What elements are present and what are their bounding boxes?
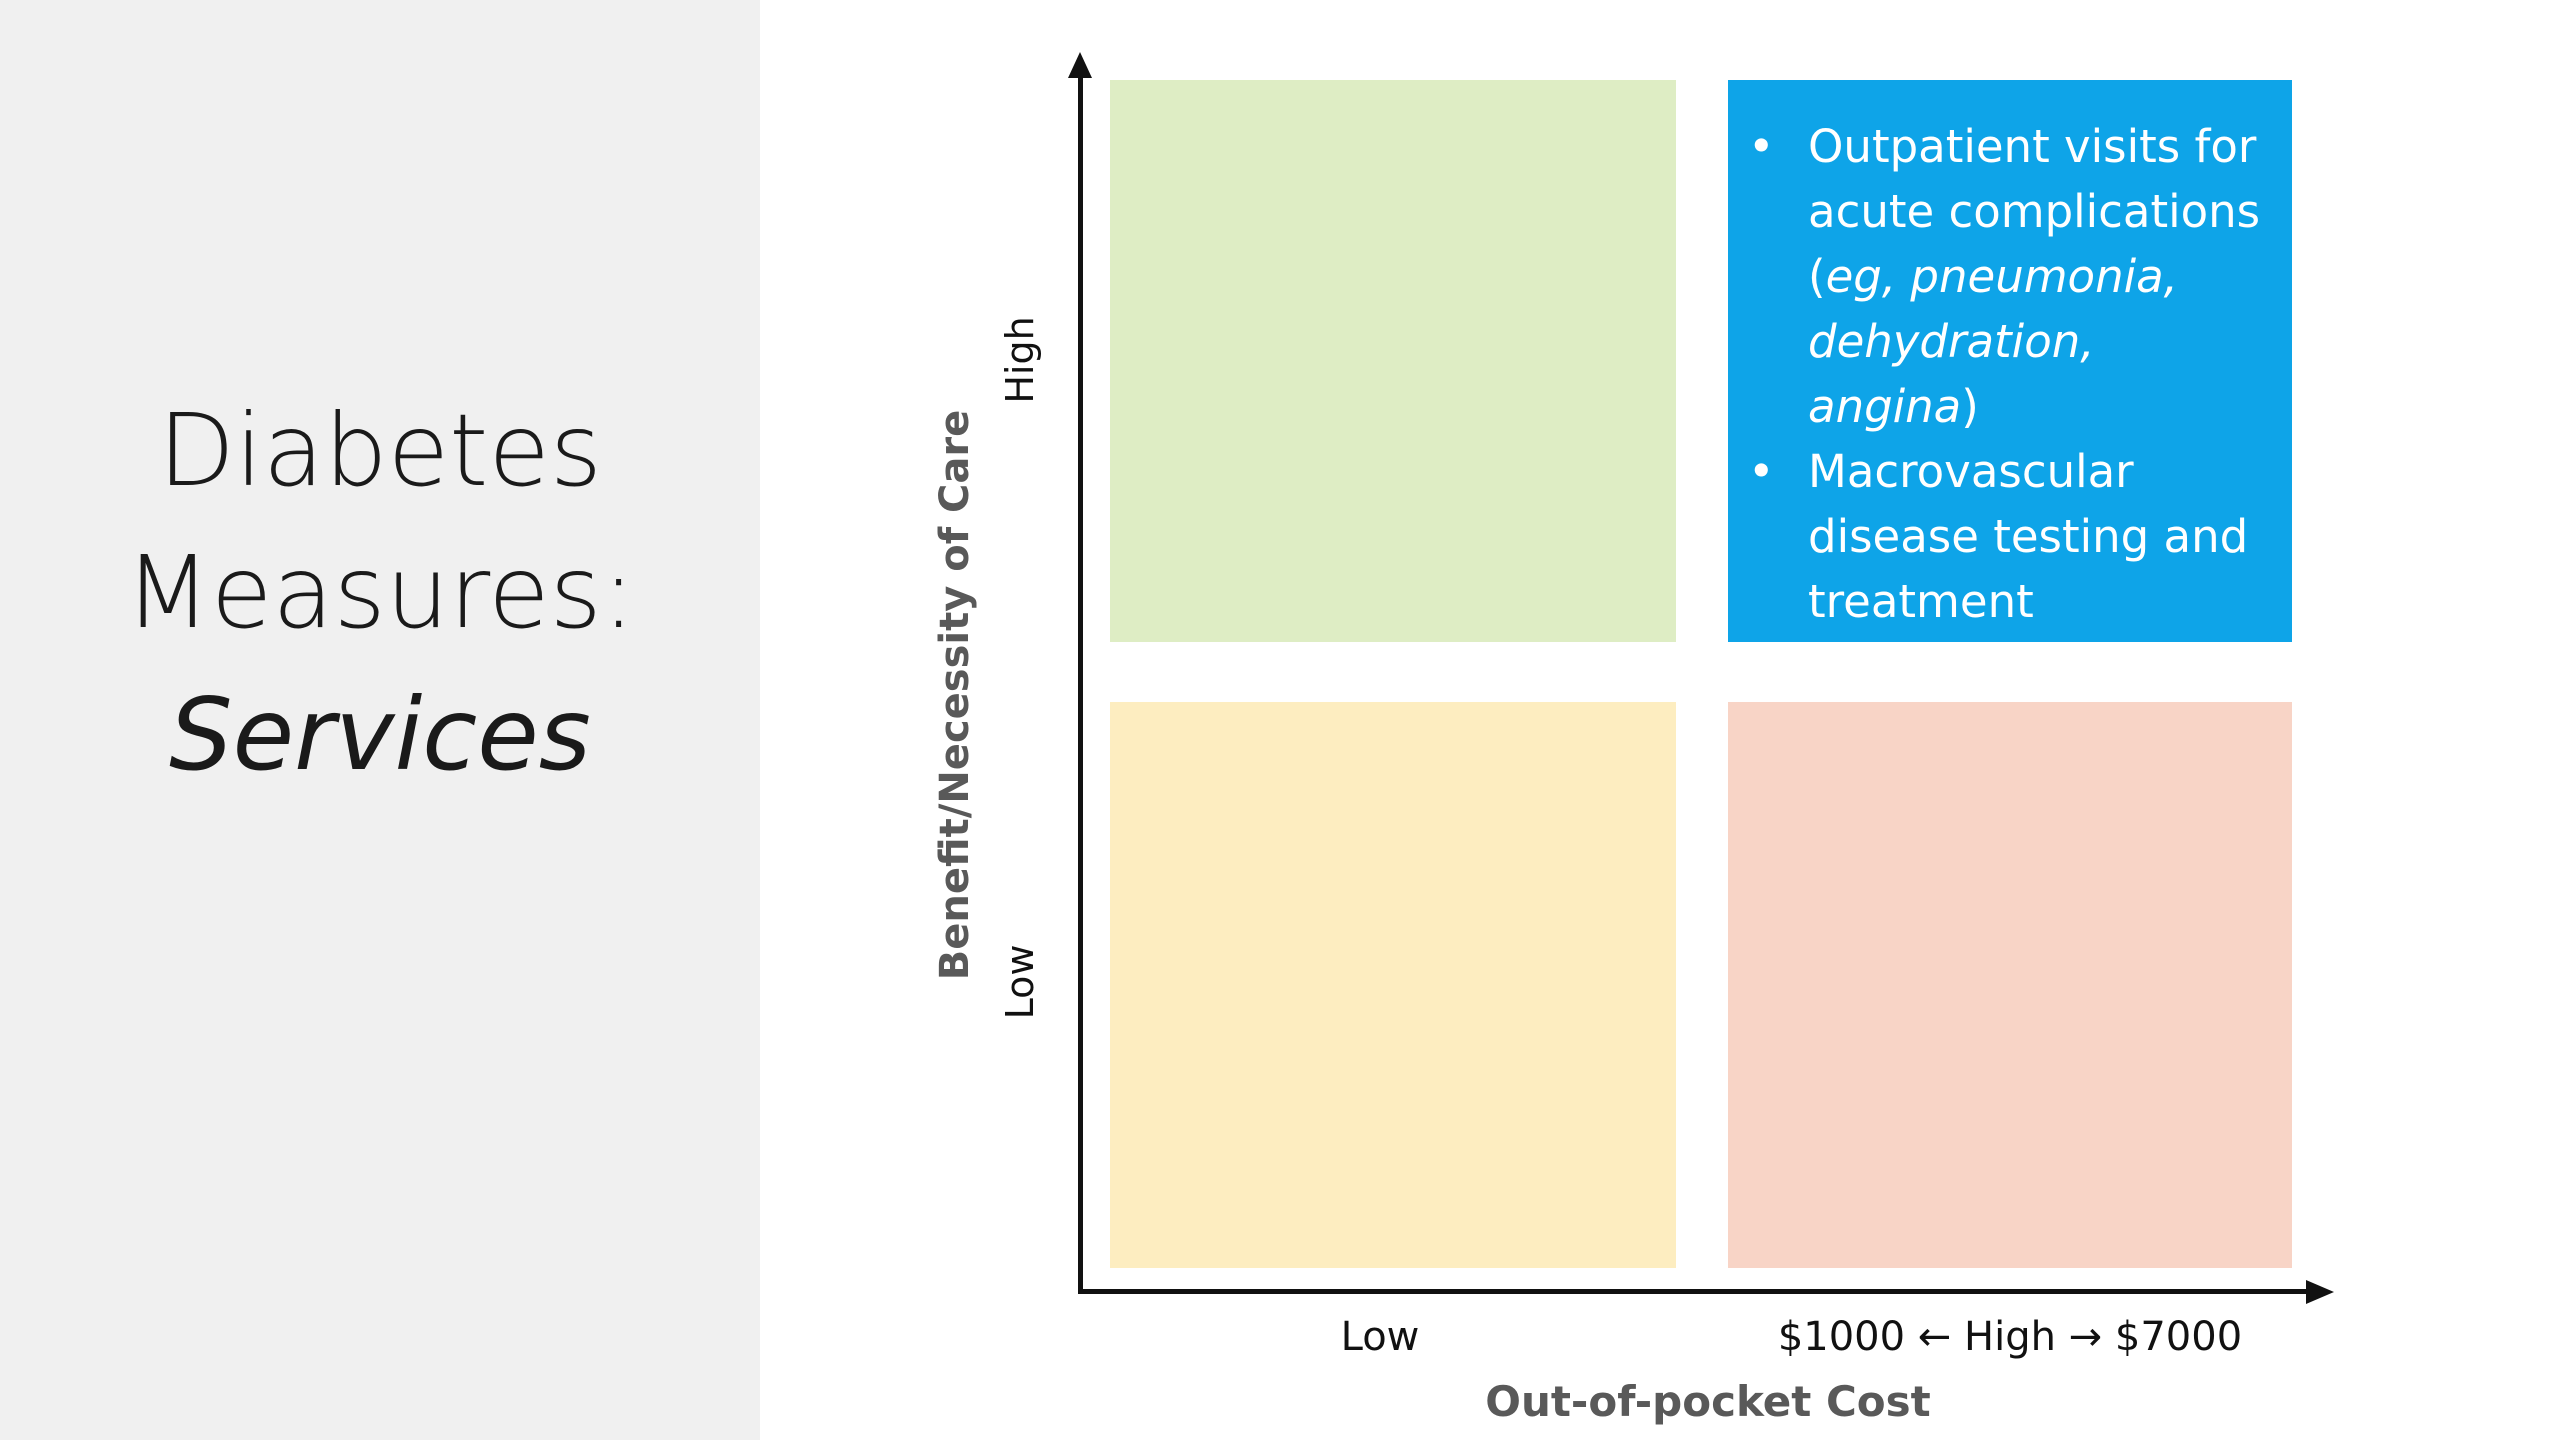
list-item: • Outpatient visits for acute complicati… — [1728, 114, 2262, 439]
quadrant-high-benefit-low-cost — [1110, 80, 1676, 642]
item-text: Macrovascular disease testing and treatm… — [1808, 445, 2249, 628]
y-tick-low: Low — [998, 944, 1042, 1020]
title-line-1: Diabetes — [158, 392, 602, 509]
title-line-3: Services — [169, 676, 591, 793]
item-text-italic: eg, pneumonia, dehydration, angina — [1808, 250, 2178, 433]
x-tick-high: $1000 ← High → $7000 — [1777, 1314, 2243, 1360]
title-line-2: Measures: — [124, 534, 636, 651]
list-item: • Macrovascular disease testing and trea… — [1728, 439, 2262, 634]
bullet-icon: • — [1748, 120, 1775, 173]
quadrant-high-benefit-high-cost: • Outpatient visits for acute complicati… — [1728, 80, 2292, 642]
item-text-part: Outpatient visits for acute complication… — [1808, 120, 2261, 303]
y-axis-arrow-icon — [1068, 52, 1092, 78]
quadrant-item-list: • Outpatient visits for acute complicati… — [1728, 80, 2292, 634]
x-tick-low: Low — [1340, 1314, 1420, 1360]
quadrant-low-benefit-high-cost — [1728, 702, 2292, 1268]
y-tick-high: High — [998, 316, 1042, 404]
x-axis-title: Out-of-pocket Cost — [1485, 1377, 1931, 1426]
bullet-icon: • — [1748, 445, 1775, 498]
title-panel: Diabetes Measures: Services — [0, 0, 760, 1440]
slide-title: Diabetes Measures: Services — [0, 380, 760, 806]
y-axis-line — [1078, 72, 1083, 1294]
quadrant-low-benefit-low-cost — [1110, 702, 1676, 1268]
x-axis-line — [1078, 1289, 2310, 1294]
y-axis-title: Benefit/Necessity of Care — [932, 409, 978, 981]
x-axis-arrow-icon — [2306, 1280, 2334, 1304]
item-text-part: ) — [1961, 380, 1979, 433]
